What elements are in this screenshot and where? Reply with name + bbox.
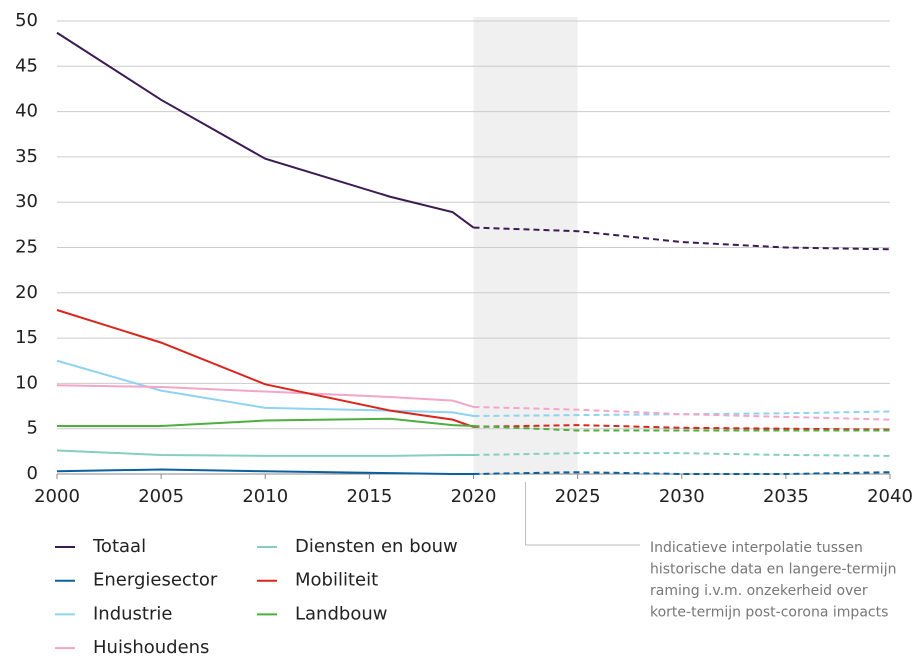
- x-tick-label: 2020: [451, 486, 497, 507]
- series-line: [56, 449, 474, 457]
- y-tick-label: 25: [15, 237, 38, 258]
- y-tick-label: 20: [15, 282, 38, 303]
- series-line: [56, 359, 474, 418]
- y-tick-label: 5: [27, 418, 38, 439]
- annotation: korte-termijn post-corona impacts: [650, 605, 888, 621]
- x-tick-label: 2010: [242, 486, 288, 507]
- annotation: historische data en langere-termijn: [650, 562, 896, 578]
- annotation: Indicatieve interpolatie tussen: [650, 540, 863, 556]
- y-tick-label: 40: [15, 101, 38, 122]
- y-tick-label: 15: [15, 327, 38, 348]
- legend-label: Huishoudens: [93, 637, 209, 658]
- x-tick-label: 2005: [138, 486, 184, 507]
- y-tick-label: 0: [27, 463, 38, 484]
- series-line: [57, 417, 474, 427]
- series-line: [56, 31, 475, 229]
- x-tick-label: 2015: [346, 486, 392, 507]
- y-tick-label: 35: [15, 146, 38, 167]
- legend-label: Mobiliteit: [295, 570, 378, 591]
- x-tick-label: 2000: [34, 486, 80, 507]
- shaded-band: [473, 17, 578, 474]
- legend-label: Landbouw: [295, 603, 387, 624]
- annotation: raming i.v.m. onzekerheid over: [650, 583, 868, 599]
- x-tick-label: 2025: [555, 486, 601, 507]
- legend-label: Diensten en bouw: [295, 536, 458, 557]
- x-tick-label: 2030: [659, 486, 705, 507]
- y-tick-label: 50: [15, 10, 38, 31]
- x-tick-label: 2040: [867, 486, 913, 507]
- y-tick-label: 30: [15, 191, 38, 212]
- legend-label: Energiesector: [93, 570, 218, 591]
- legend-label: Totaal: [92, 536, 146, 557]
- series-line: [56, 384, 474, 408]
- annotation-leader: [525, 482, 640, 546]
- legend-label: Industrie: [93, 603, 172, 624]
- series-line: [56, 309, 474, 428]
- y-tick-label: 45: [15, 55, 38, 76]
- y-tick-label: 10: [15, 372, 38, 393]
- x-tick-label: 2035: [763, 486, 809, 507]
- series-line: [56, 468, 474, 475]
